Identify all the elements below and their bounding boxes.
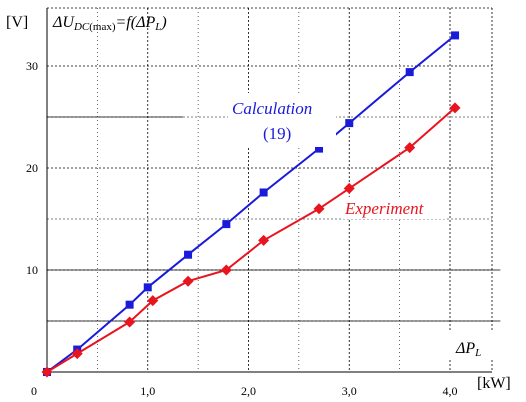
data-point-square: [451, 31, 460, 40]
data-point-diamond: [343, 182, 355, 194]
series-experiment: [41, 102, 461, 378]
data-point-diamond: [41, 366, 53, 378]
y-tick-label: 20: [26, 161, 38, 175]
data-point-diamond: [313, 203, 325, 215]
x-tick-label: 1,0: [140, 384, 155, 398]
data-point-diamond: [71, 348, 83, 360]
data-point-diamond: [220, 264, 232, 276]
calculation-label-background: [228, 93, 336, 147]
x-symbol-background: [448, 332, 494, 360]
calculation-series-label-ref: (19): [263, 124, 291, 143]
x-tick-label: 2,0: [241, 384, 256, 398]
x-tick-label: 4,0: [443, 384, 458, 398]
data-point-diamond: [404, 142, 416, 154]
x-tick-label: 3,0: [342, 384, 357, 398]
function-subscript-normal: (max): [89, 21, 116, 33]
x-symbol-prefix: ΔP: [455, 340, 475, 357]
calculation-series-label: Calculation: [232, 99, 312, 118]
experiment-series-label: Experiment: [344, 199, 425, 218]
function-suffix: =f(ΔP: [116, 14, 156, 31]
data-point-square: [345, 119, 354, 128]
data-point-diamond: [258, 234, 270, 246]
x-unit-label: [kW]: [477, 375, 511, 392]
x-tick-label: 0: [31, 384, 37, 398]
y-tick-label: 30: [26, 59, 38, 73]
x-symbol-subscript: L: [474, 347, 481, 359]
data-point-square: [259, 188, 268, 197]
data-point-square: [405, 68, 414, 77]
function-subscript-italic: DC: [73, 21, 90, 33]
function-suffix-end: ): [160, 14, 166, 31]
data-point-square: [143, 283, 152, 292]
grid: [47, 8, 501, 372]
y-tick-label: 10: [26, 263, 38, 277]
function-annotation: ΔUDC(max)=f(ΔPL): [52, 14, 167, 33]
data-point-diamond: [124, 316, 136, 328]
data-point-square: [222, 220, 231, 229]
data-point-square: [184, 250, 193, 259]
data-point-diamond: [182, 275, 194, 287]
data-point-diamond: [449, 102, 461, 114]
data-point-square: [125, 300, 134, 309]
x-axis-symbol: ΔPL: [455, 340, 481, 359]
plot-frame: [46, 7, 493, 373]
y-unit-label: [V]: [6, 14, 28, 31]
data-point-square: [315, 144, 324, 153]
function-prefix: ΔU: [52, 14, 75, 31]
function-suffix-subscript: L: [154, 21, 161, 33]
data-point-diamond: [147, 295, 159, 307]
experiment-label-background: [342, 197, 446, 219]
tick-labels: 0 1,0 2,0 3,0 4,0 10 20 30: [26, 59, 458, 398]
series-layer: [41, 31, 461, 378]
